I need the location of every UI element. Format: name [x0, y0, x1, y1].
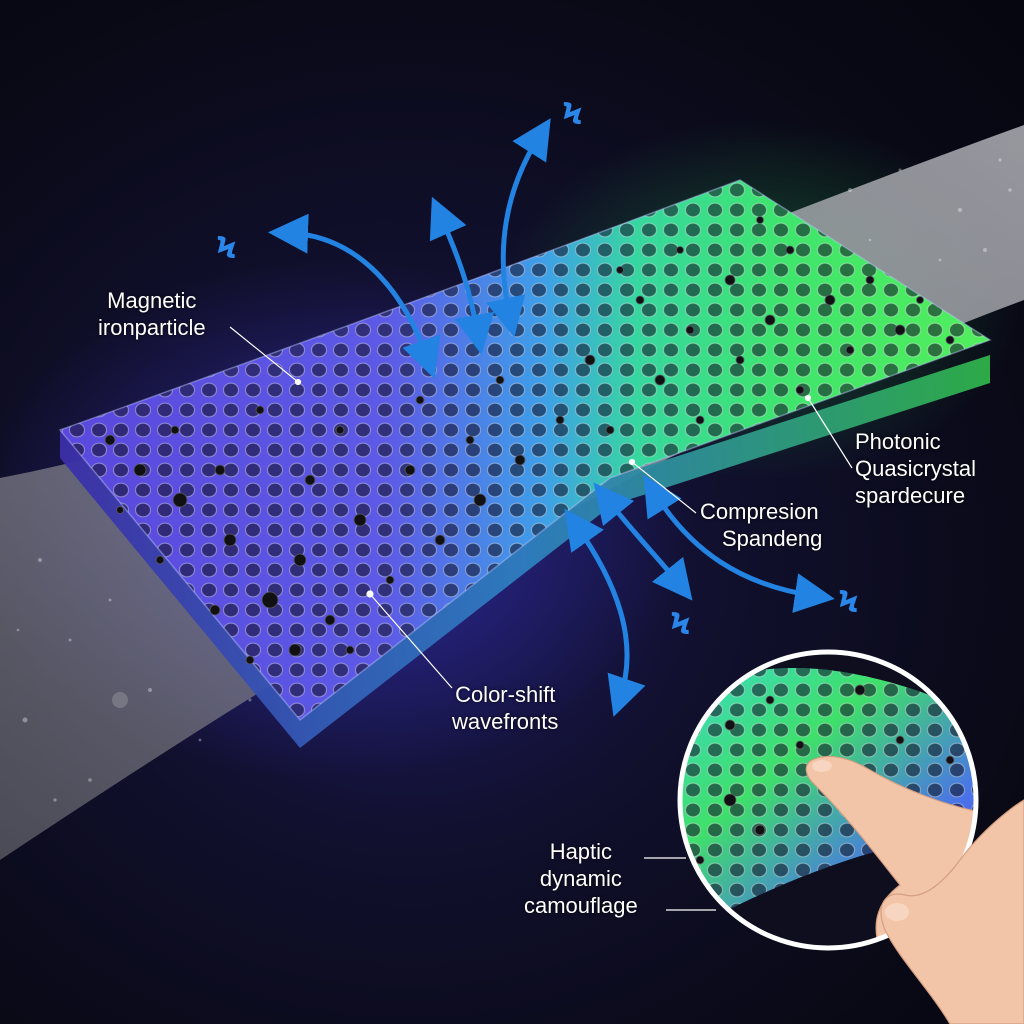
- leader-line-magnetic: [229, 326, 299, 383]
- label-haptic-dynamic-camouflage: Haptic dynamic camouflage: [524, 838, 638, 919]
- zigzag-glyph: Ϟ: [838, 585, 859, 620]
- label-haptic-line3: camouflage: [524, 893, 638, 918]
- label-haptic-line1: Haptic: [549, 839, 613, 864]
- label-magnetic-ironparticle: Magnetic ironparticle: [98, 287, 206, 341]
- label-compression: Compresion Spandeng: [700, 498, 822, 552]
- double-headed-arrow-icon: [564, 508, 646, 717]
- label-photonic-line1: Photonic: [855, 429, 941, 454]
- label-colorshift-line1: Color-shift: [455, 682, 556, 707]
- label-photonic-quasicrystal: Photonic Quasicrystal spardecure: [855, 428, 976, 509]
- double-headed-arrow-icon: [268, 213, 441, 379]
- lattice-holes: [60, 180, 990, 720]
- leader-line-compression: [631, 461, 697, 514]
- double-headed-arrow-icon: [643, 475, 835, 613]
- leader-lines: [229, 326, 853, 911]
- double-headed-arrow-icon: [429, 196, 495, 355]
- label-color-shift-wavefronts: Color-shift wavefronts: [452, 681, 558, 735]
- band-speckles: [16, 158, 1012, 802]
- zigzag-glyph: Ϟ: [562, 97, 583, 132]
- zigzag-glyph: Ϟ: [216, 231, 237, 266]
- magnified-inset: [677, 649, 1024, 1024]
- label-magnetic-line1: Magnetic: [107, 288, 197, 313]
- label-compression-line2: Spandeng: [722, 526, 823, 551]
- leader-line-photonic: [807, 397, 853, 469]
- iron-particles: [104, 216, 955, 665]
- double-headed-arrow-icon: [486, 118, 551, 338]
- label-haptic-line2: dynamic: [539, 866, 622, 891]
- label-magnetic-line2: ironparticle: [98, 315, 206, 340]
- leader-line-colorshift: [369, 593, 453, 689]
- wavefront-arrows: [268, 118, 835, 717]
- label-photonic-line3: spardecure: [855, 483, 966, 508]
- lattice-side-face: [60, 355, 990, 748]
- label-compression-line1: Compresion: [700, 499, 819, 524]
- label-colorshift-line2: wavefronts: [452, 709, 559, 734]
- zigzag-glyph: Ϟ: [670, 607, 691, 642]
- hand: [880, 799, 1024, 1024]
- label-photonic-line2: Quasicrystal: [855, 456, 977, 481]
